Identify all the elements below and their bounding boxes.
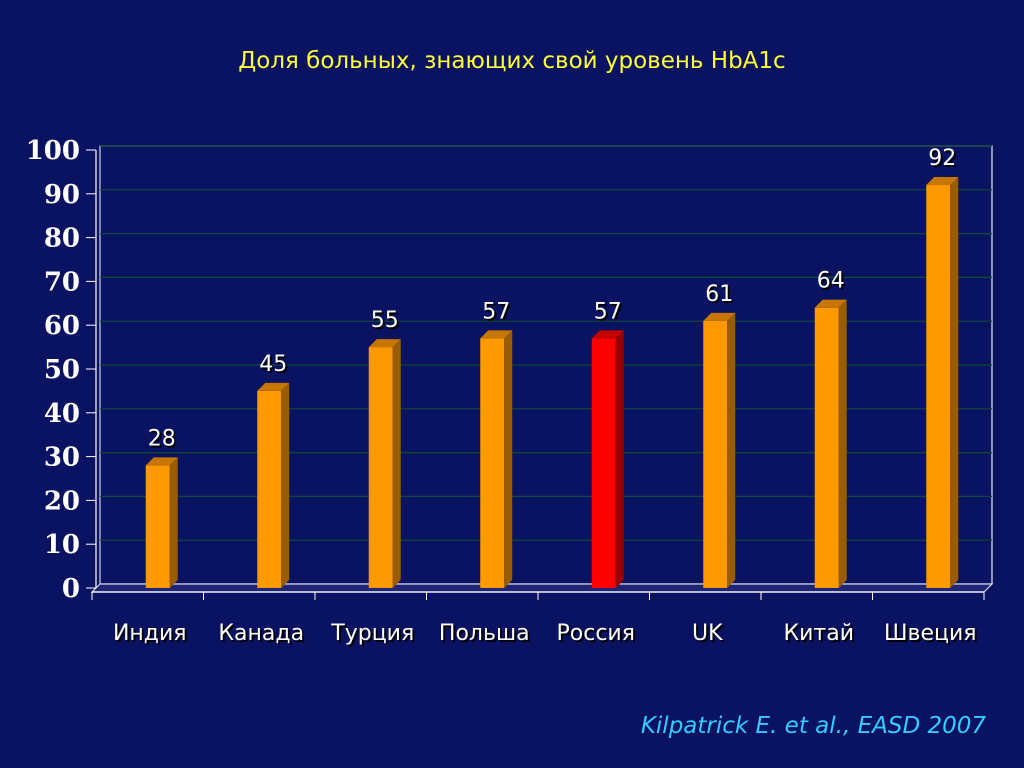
y-axis: 0 10 20 30 40 50 60 70 80 90 100 (26, 136, 97, 604)
data-label-shadow: 57 (484, 301, 512, 326)
bar-1 (145, 457, 178, 588)
bar-top (480, 330, 513, 339)
bar-front (368, 347, 393, 588)
y-tick-label: 60 (44, 311, 80, 341)
data-label: 28 (148, 426, 176, 451)
y-tick-label: 80 (44, 224, 80, 254)
y-tick-label: 70 (44, 267, 80, 297)
data-label-shadow: 28 (150, 428, 178, 453)
data-label: 45 (259, 352, 287, 377)
bar-top (814, 299, 847, 308)
x-tick-label-shadow: Китай (785, 623, 856, 648)
bar-3 (368, 339, 401, 588)
y-tick-label: 0 (62, 574, 80, 604)
bar-side (169, 457, 178, 588)
bar-front (257, 390, 282, 588)
bar-front (591, 338, 616, 588)
data-label: 57 (482, 299, 510, 324)
data-label: 64 (817, 269, 845, 294)
bar-side (392, 339, 401, 588)
data-label-shadow: 45 (261, 354, 289, 379)
bar-top (257, 382, 290, 391)
x-tick-label-shadow: Канада (220, 623, 306, 648)
citation: Kilpatrick E. et al., EASD 2007 (640, 713, 986, 739)
x-tick-label: Польша (439, 621, 530, 646)
x-tick-label: UK (692, 621, 723, 646)
bar-side (950, 177, 959, 589)
bar-7 (814, 299, 847, 588)
x-tick-label: Швеция (884, 621, 977, 646)
x-tick-label-shadow: Швеция (886, 623, 979, 648)
data-label-shadow: 92 (930, 148, 958, 173)
x-tick-label: Канада (218, 621, 304, 646)
y-tick-label: 40 (44, 399, 80, 429)
bar-side (281, 382, 290, 588)
data-label: 57 (594, 299, 622, 324)
plot-floor (90, 583, 994, 593)
bar-5 (591, 330, 624, 588)
y-tick-label: 50 (44, 355, 80, 385)
data-label-shadow: 61 (707, 284, 735, 309)
bar-8 (926, 177, 959, 589)
data-label-shadow: 55 (373, 310, 401, 335)
bar-top (926, 177, 959, 186)
y-tick-label: 90 (44, 180, 80, 210)
x-tick-label: Индия (113, 621, 187, 646)
y-tick-label: 10 (44, 530, 80, 560)
bar-6 (703, 312, 736, 588)
bar-top (368, 339, 401, 348)
data-label: 92 (928, 146, 956, 171)
bar-side (838, 299, 847, 588)
bar-top (145, 457, 178, 466)
x-tick-label: Китай (783, 621, 854, 646)
bars (145, 177, 959, 589)
slide-title: Доля больных, знающих свой уровень HbA1c (238, 48, 786, 74)
data-label-shadow: 57 (596, 301, 624, 326)
bar-top (703, 312, 736, 321)
gridlines (100, 145, 992, 541)
bar-2 (257, 382, 290, 588)
y-tick-label: 30 (44, 443, 80, 473)
y-tick-label: 100 (26, 136, 80, 166)
bar-side (504, 330, 513, 588)
y-tick-label: 20 (44, 486, 80, 516)
x-tick-label: Россия (557, 621, 635, 646)
bar-top (591, 330, 624, 339)
bar-front (926, 185, 951, 589)
x-tick-label-shadow: Индия (115, 623, 189, 648)
bar-4 (480, 330, 513, 588)
data-label-shadow: 64 (819, 271, 847, 296)
bar-front (145, 465, 170, 588)
bar-side (615, 330, 624, 588)
bar-side (727, 312, 736, 588)
bar-front (703, 320, 728, 588)
bar-front (480, 338, 505, 588)
x-tick-label-shadow: Польша (441, 623, 532, 648)
x-tick-label: Турция (330, 621, 414, 646)
data-label: 61 (705, 282, 733, 307)
x-tick-label-shadow: Россия (559, 623, 637, 648)
x-tick-label-shadow: UK (694, 623, 725, 648)
bar-front (814, 307, 839, 588)
plot-area (90, 145, 994, 593)
x-tick-label-shadow: Турция (332, 623, 416, 648)
data-label: 55 (371, 308, 399, 333)
